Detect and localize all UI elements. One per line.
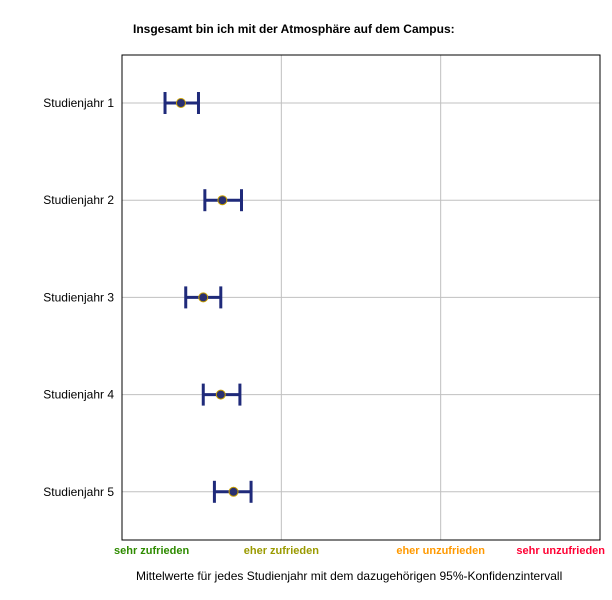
mean-point bbox=[198, 292, 209, 303]
plot-border bbox=[121, 54, 601, 541]
x-tick-label: eher unzufrieden bbox=[396, 545, 485, 557]
x-tick-label: eher zufrieden bbox=[244, 545, 319, 557]
errorbar-group bbox=[203, 189, 243, 212]
chart-title: Insgesamt bin ich mit der Atmosphäre auf… bbox=[133, 22, 455, 36]
category-label: Studienjahr 5 bbox=[43, 485, 114, 499]
x-tick-label: sehr unzufrieden bbox=[516, 545, 605, 557]
errorbar-group bbox=[212, 480, 253, 503]
category-labels: Studienjahr 1 Studienjahr 2 Studienjahr 3 S… bbox=[43, 96, 114, 499]
errorbar-group bbox=[184, 286, 223, 309]
mean-point bbox=[228, 486, 239, 497]
category-label: Studienjahr 3 bbox=[43, 290, 114, 304]
category-label: Studienjahr 1 bbox=[43, 96, 114, 110]
plot-area bbox=[121, 54, 601, 541]
errorbar-group bbox=[163, 92, 200, 114]
category-label: Studienjahr 2 bbox=[43, 193, 114, 207]
errorbar-group bbox=[201, 383, 242, 406]
mean-point bbox=[217, 195, 228, 206]
mean-point bbox=[215, 389, 226, 400]
x-tick-label: sehr zufrieden bbox=[114, 545, 189, 557]
mean-point bbox=[175, 98, 186, 108]
x-tick-labels: sehr zufrieden eher zufrieden eher unzufri… bbox=[114, 545, 605, 557]
chart-caption: Mittelwerte für jedes Studienjahr mit de… bbox=[136, 569, 562, 583]
category-label: Studienjahr 4 bbox=[43, 388, 114, 402]
